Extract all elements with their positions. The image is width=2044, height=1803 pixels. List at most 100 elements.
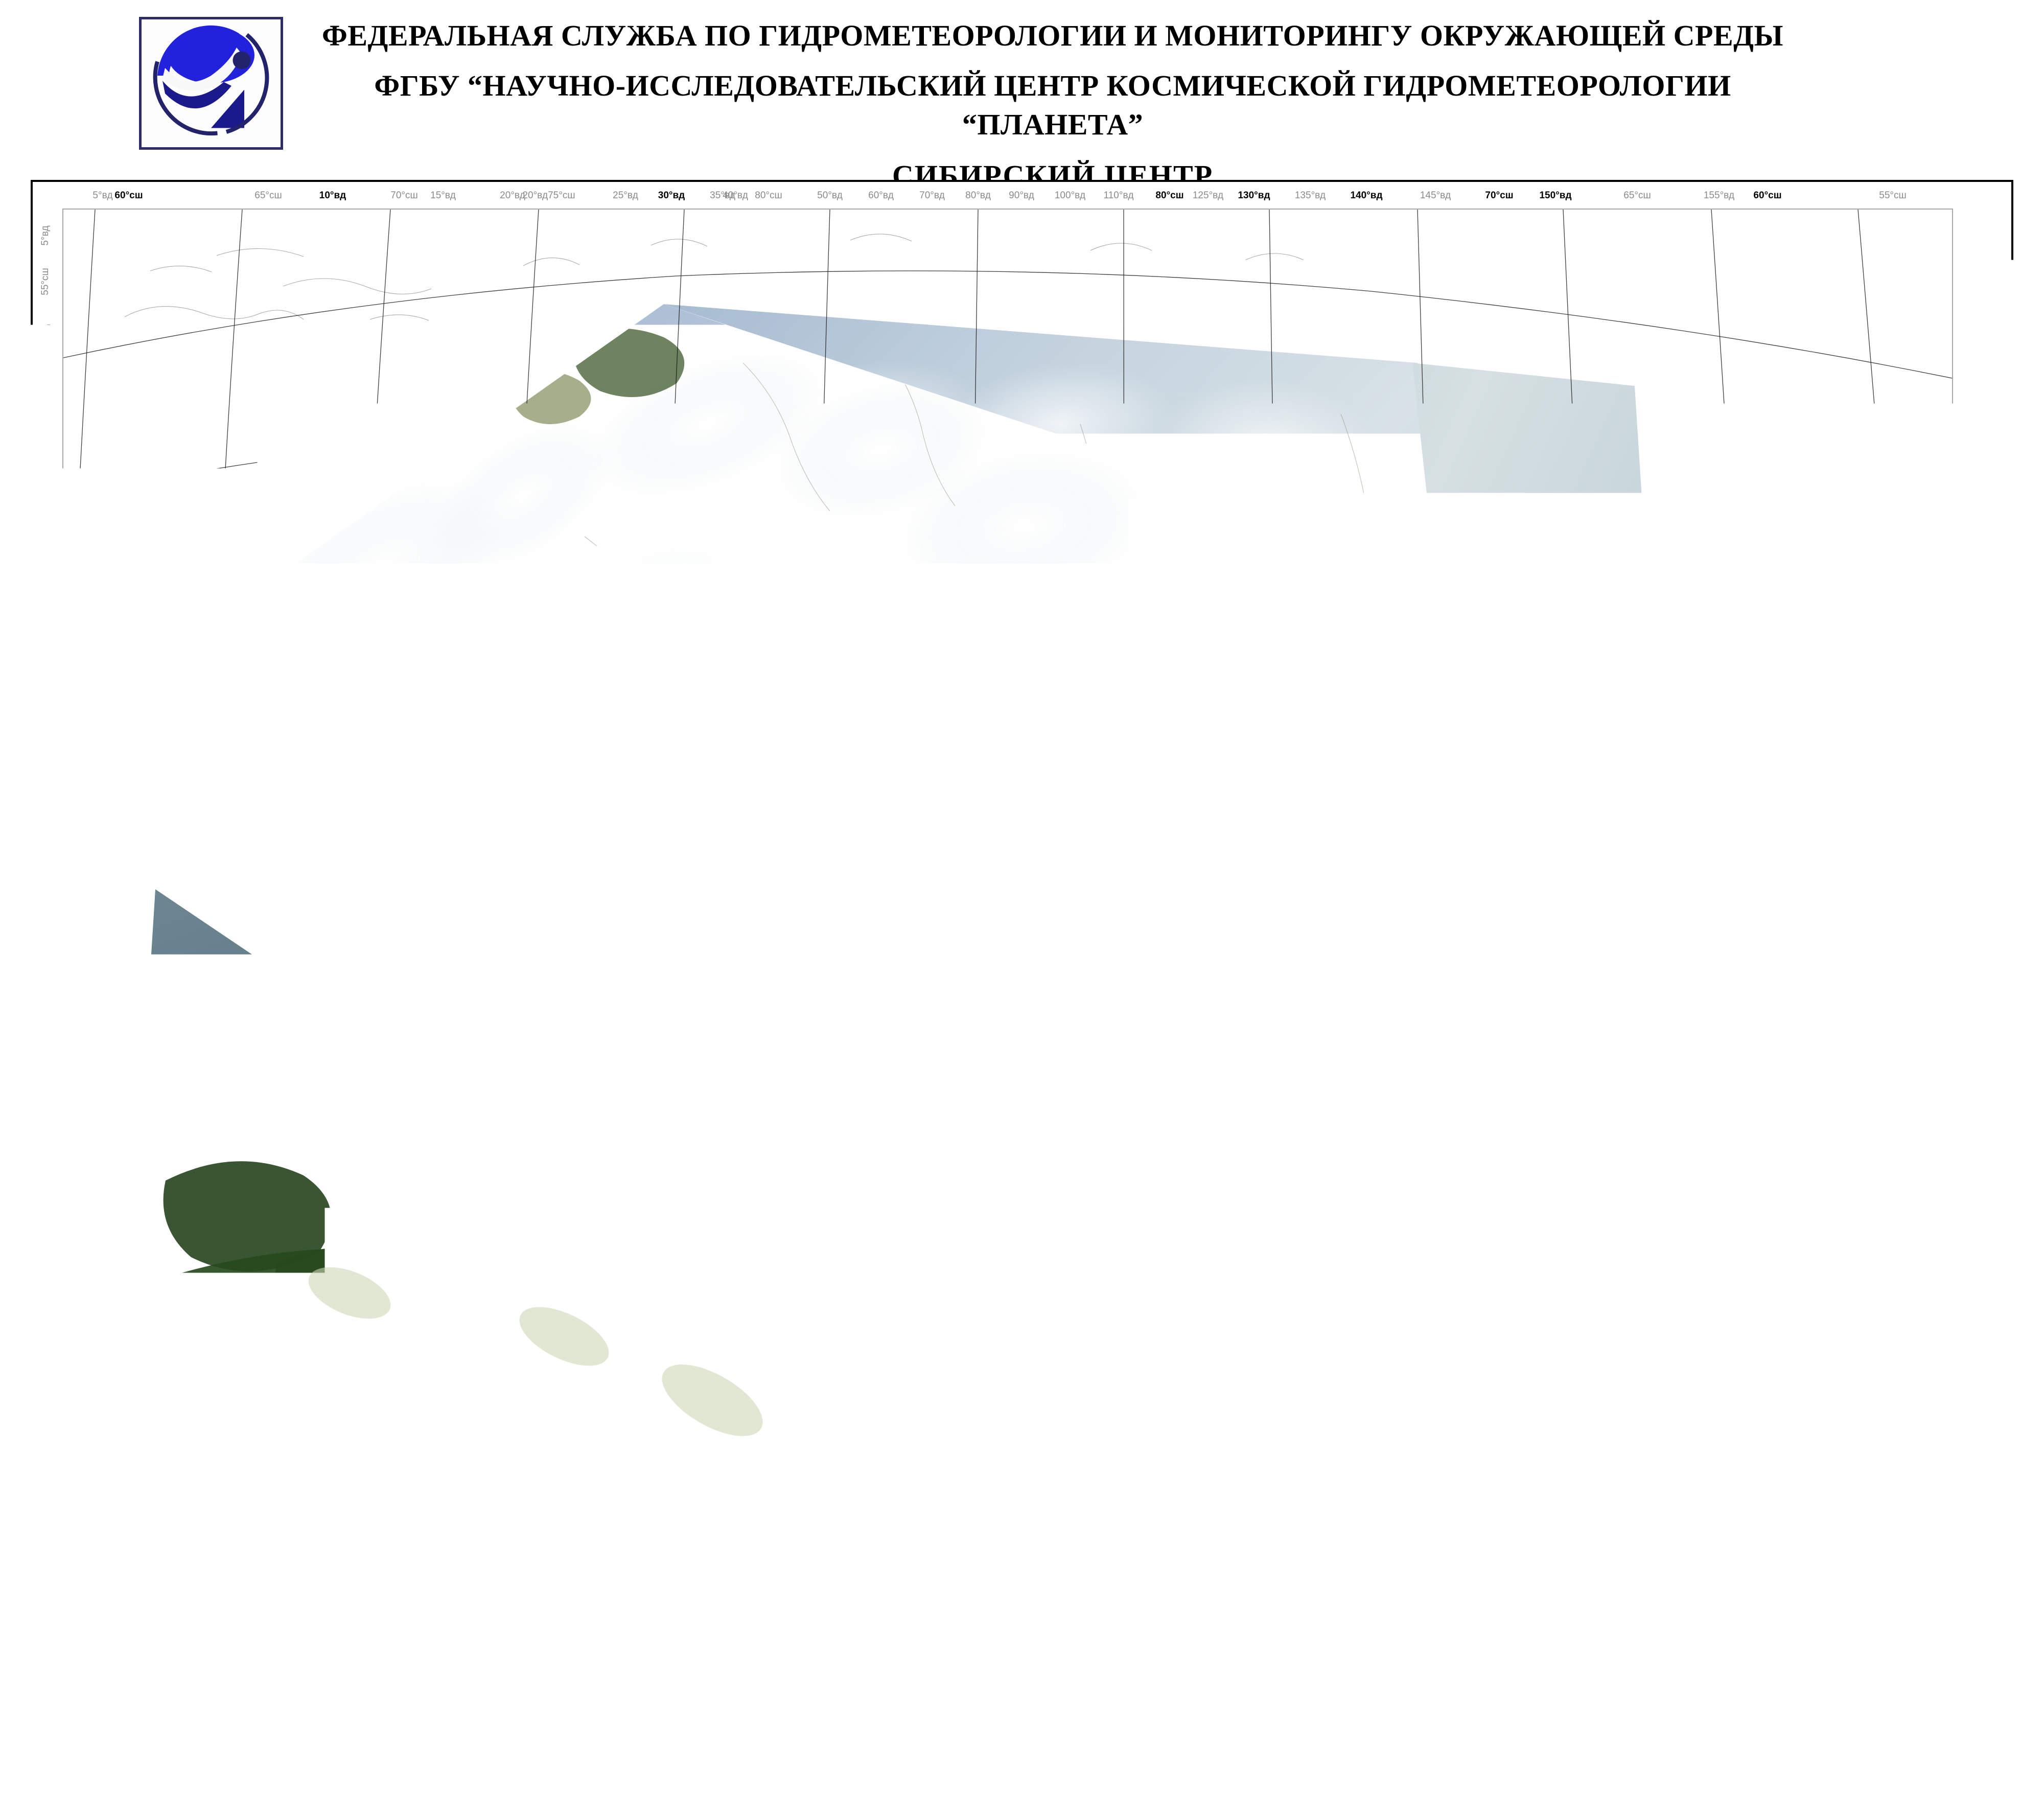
- contact-line: E-mail: alexk@rcpod.ru: [32, 1705, 349, 1722]
- city-label: КОСТАНАЙ: [666, 1053, 727, 1066]
- gmt-time-title: Время по Гринвичу: [1574, 1601, 1891, 1629]
- city-dot-icon: [890, 1040, 901, 1052]
- city-dot-icon: [457, 1419, 468, 1431]
- city-dot-icon: [1050, 698, 1060, 709]
- axis-tick-label: 25°вд: [613, 190, 638, 201]
- city-dot-icon: [941, 744, 951, 755]
- city-label: ТАШКЕНТ: [716, 1373, 770, 1385]
- axis-tick-label: 120°вд: [1981, 1167, 1992, 1199]
- city-label: ТУРА: [1235, 742, 1263, 754]
- city-label: НОРИЛЬСК: [1024, 683, 1085, 695]
- axis-tick-label: 125°вд: [1981, 1005, 1992, 1035]
- city-dot-icon: [885, 664, 895, 676]
- axis-tick-label: 30°сш: [1981, 1482, 1992, 1509]
- city-label: ВОРОНЕЖ: [275, 867, 332, 879]
- city-label: С.ЕНИСЕЙСК: [1167, 872, 1239, 884]
- city-dot-icon: [1374, 1053, 1385, 1065]
- city-label: БИШКЕК: [835, 1347, 883, 1359]
- axis-tick-label: 155°вд: [1981, 266, 1992, 297]
- axis-tick-label: 140°вд: [1981, 585, 1992, 617]
- axis-tick-label: 75°вд: [766, 1550, 792, 1561]
- city-label: СЕМЕЙ: [999, 1145, 1039, 1158]
- city-dot-icon: [1216, 856, 1226, 868]
- city-label: КОДИНСК: [1220, 903, 1273, 915]
- axis-tick-label: 150°вд: [1981, 352, 1992, 384]
- city-label: САЛЕХАРД: [796, 719, 857, 731]
- city-label: ЯКУТСК: [1572, 650, 1616, 662]
- axis-tick-label: 140°вд: [1350, 190, 1382, 201]
- city-dot-icon: [1110, 1111, 1121, 1122]
- city-dot-icon: [964, 1035, 974, 1047]
- axis-tick-label: 50°сш: [40, 608, 51, 635]
- city-label: ИРКУТСК: [1354, 1038, 1404, 1050]
- city-label: ГОРНО-АЛТАЙСК: [1067, 1096, 1163, 1108]
- city-dot-icon: [1589, 664, 1599, 676]
- city-dot-icon: [1574, 971, 1585, 983]
- gmt-time-row: 31.12.25 20:37 GMT: [1574, 1629, 1891, 1659]
- city-label: ТОБОЛЬСК: [811, 933, 872, 945]
- city-dot-icon: [1241, 917, 1252, 929]
- city-dot-icon: [1080, 1041, 1091, 1053]
- city-label: ПЕКИН: [1759, 1204, 1797, 1216]
- city-label: КЫЗЫЛ: [1235, 1088, 1278, 1100]
- city-dot-icon: [1240, 979, 1250, 990]
- city-dot-icon: [1198, 887, 1209, 898]
- axis-tick-label: 35°вд: [40, 946, 51, 972]
- axis-labels-left: 5°вд 55°сш 10°вд 15°вд 20°вд 50°сш 25°вд 30°вд 4…: [40, 182, 60, 1588]
- contact-line: Россия, 630099, г. Новосибирск: [32, 1635, 349, 1653]
- map-inner: ДИКСОН ЯКУТСК САБЕТТА НОРИЛЬСК ИГАРКА САЛЕХАР…: [33, 182, 2011, 1588]
- axis-tick-label: 155°вд: [1704, 190, 1734, 201]
- city-label: СЫКТЫВКАР: [621, 742, 694, 754]
- axis-tick-label: 80°сш: [755, 190, 782, 201]
- axis-tick-label: 80°вд: [898, 1550, 925, 1561]
- satellite-map-page: ФЕДЕРАЛЬНАЯ СЛУЖБА ПО ГИДРОМЕТЕОРОЛОГИИ …: [0, 0, 2044, 1803]
- city-label: КРАСНОЯРСК: [1207, 964, 1283, 976]
- axis-tick-label: 60°сш: [1753, 190, 1781, 201]
- axis-tick-label: 130°вд: [1238, 190, 1270, 201]
- axis-tick-label: 110°вд: [1104, 190, 1134, 201]
- axis-tick-label: 125°вд: [1193, 190, 1223, 201]
- city-dot-icon: [789, 1037, 800, 1049]
- city-dot-icon: [653, 756, 663, 768]
- axis-tick-label: 135°вд: [1981, 724, 1992, 754]
- city-dot-icon: [738, 1388, 749, 1399]
- axis-tick-label: 15°вд: [430, 190, 456, 201]
- axis-labels-top: 5°вд 60°сш 65°сш 10°вд 70°сш 15°вд 20°вд 20°вд7…: [33, 190, 2011, 207]
- page-footer: Сибирский центр ФГБУ «НИЦ «ПЛАНЕТА» Россия…: [0, 1593, 2044, 1803]
- axis-tick-label: 5°вд: [40, 225, 51, 245]
- axis-tick-label: 30°вд: [40, 777, 51, 803]
- city-label: АБАКАН: [1154, 1076, 1200, 1089]
- city-dot-icon: [1056, 726, 1066, 737]
- city-dot-icon: [821, 733, 832, 745]
- axis-tick-label: 80°вд: [965, 190, 991, 201]
- axis-tick-label: 115°вд: [1981, 1297, 1992, 1327]
- city-label: УЛАН-БАТОР: [1489, 1098, 1560, 1110]
- axis-tick-label: 50°сш: [1981, 475, 1992, 502]
- city-dot-icon: [1890, 779, 1901, 791]
- axis-tick-label: 150°вд: [1539, 190, 1571, 201]
- svg-text:ИСО: ИСО: [1930, 1676, 1953, 1688]
- contact-line: ФГБУ «НИЦ «ПЛАНЕТА»: [32, 1618, 349, 1635]
- axis-tick-label: 65°вд: [500, 1550, 526, 1561]
- city-label: НОВОСИБИРСК: [1042, 1026, 1129, 1038]
- axis-labels-right: 155°вд 150°вд 50°сш 145°вд 50°сш 140°вд 135°вд…: [1981, 182, 2001, 1588]
- city-dot-icon: [854, 1362, 865, 1374]
- axis-tick-label: 40°вд: [723, 190, 748, 201]
- axis-tick-label: 70°вд: [633, 1550, 659, 1561]
- city-dot-icon: [837, 948, 847, 960]
- axis-tick-label: 90°вд: [1164, 1550, 1191, 1561]
- city-dot-icon: [692, 1068, 703, 1080]
- caption-line-3: канал 4 (3,5-4,1 мкм), канал 5 (10,5-11,…: [572, 1693, 1574, 1722]
- city-dot-icon: [712, 1464, 723, 1476]
- axis-tick-label: 55°сш: [40, 268, 51, 295]
- axis-tick-label: 55°вд: [234, 1550, 261, 1561]
- city-dot-icon: [1118, 881, 1128, 892]
- caption-line-1: Монтаж космических изображений КА Метеор…: [572, 1633, 1574, 1663]
- axis-tick-label: 45°сш: [40, 899, 51, 926]
- city-label: ЧИТА: [1565, 956, 1594, 968]
- satellite-composite-svg: [63, 210, 1952, 1536]
- gmt-time-rows: 31.12.25 20:37 GMT 31.12.25 22:16 GMT 31.1…: [1574, 1629, 1891, 1718]
- city-dot-icon: [1511, 1021, 1522, 1033]
- axis-tick-label: 40°сш: [40, 1136, 51, 1164]
- axis-tick-label: 30°сш: [1618, 1550, 1646, 1561]
